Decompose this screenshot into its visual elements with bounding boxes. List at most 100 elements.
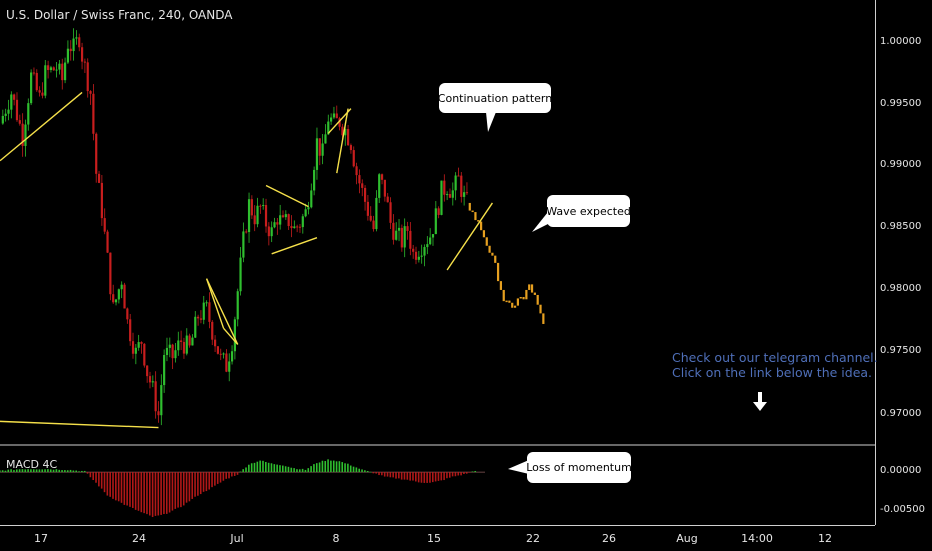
candle-body	[242, 231, 245, 258]
projected-candle	[533, 292, 536, 295]
candle-body	[296, 226, 299, 228]
candle-body	[63, 62, 67, 81]
candle-body	[202, 302, 205, 320]
macd-histogram-bar	[451, 472, 454, 477]
macd-histogram-bar	[327, 459, 329, 473]
momentum-callout-tail	[508, 460, 529, 474]
candle-body	[165, 347, 169, 356]
macd-histogram-bar	[41, 469, 44, 473]
pattern-trendline	[0, 420, 159, 429]
candle-body	[383, 179, 386, 197]
candle-body	[72, 38, 75, 52]
candle-body	[222, 353, 225, 355]
wave-expected-callout[interactable]: Wave expected	[546, 195, 631, 227]
candle-body	[245, 231, 248, 233]
candle-body	[58, 63, 61, 70]
macd-histogram-bar	[100, 472, 103, 489]
loss-of-momentum-callout[interactable]: Loss of momentum	[526, 452, 632, 483]
telegram-note-line-2: Click on the link below the idea.	[672, 365, 873, 380]
macd-histogram-bar	[259, 460, 261, 473]
macd-histogram-bar	[205, 472, 208, 492]
time-tick-label: Aug	[676, 532, 698, 545]
candle-body	[38, 90, 41, 93]
macd-histogram-bar	[392, 472, 394, 478]
macd-histogram-bar	[47, 469, 49, 473]
macd-histogram-bar	[369, 471, 372, 473]
macd-indicator-title[interactable]: MACD 4C	[6, 458, 58, 471]
macd-histogram-bar	[27, 469, 29, 473]
candle-body	[446, 194, 449, 196]
price-axis[interactable]	[875, 0, 932, 525]
candle-body	[137, 342, 140, 348]
candle-body	[18, 120, 21, 124]
macd-histogram-bar	[267, 462, 270, 473]
projected-candle	[477, 220, 480, 222]
candle-body	[15, 99, 19, 121]
candle-body	[454, 175, 457, 191]
candle-body	[290, 226, 293, 229]
macd-histogram-bar	[58, 469, 61, 473]
telegram-note[interactable]: Check out our telegram channel. Click on…	[672, 350, 878, 380]
continuation-pattern-text: Continuation pattern	[437, 91, 553, 105]
candle-body	[4, 113, 7, 116]
candle-body	[188, 335, 191, 346]
macd-histogram-bar	[18, 469, 21, 473]
projected-candle	[525, 289, 528, 300]
macd-histogram-bar	[0, 470, 1, 473]
candle-body	[44, 65, 47, 96]
macd-histogram-bar	[123, 472, 126, 505]
macd-histogram-bar	[92, 472, 94, 481]
macd-histogram-bar	[349, 465, 352, 473]
continuation-pattern-callout[interactable]: Continuation pattern	[437, 83, 553, 113]
price-tick-label: 0.97000	[880, 408, 922, 419]
macd-histogram-bar	[471, 471, 474, 473]
candle-body	[262, 205, 265, 207]
macd-histogram-bar	[129, 472, 131, 507]
candle-body	[154, 381, 157, 412]
candle-body	[106, 231, 109, 253]
macd-histogram-bar	[86, 472, 89, 474]
macd-histogram-bar	[117, 472, 120, 502]
macd-histogram-bar	[185, 472, 188, 503]
macd-histogram-bar	[375, 472, 377, 474]
pattern-trendline	[205, 278, 225, 329]
macd-histogram-bar	[341, 462, 344, 473]
macd-histogram-bar	[400, 472, 403, 480]
candle-body	[256, 205, 259, 225]
candle-body	[177, 340, 180, 351]
macd-histogram-bar	[13, 470, 15, 473]
candle-body	[112, 294, 115, 303]
candle-body	[423, 247, 426, 256]
macd-histogram-bar	[355, 467, 358, 473]
candle-body	[168, 344, 171, 348]
time-tick-label: 14:00	[741, 532, 773, 545]
candle-body	[318, 138, 321, 156]
candle-body	[363, 187, 367, 202]
candle-body	[298, 226, 302, 228]
macd-histogram-bar	[98, 472, 100, 487]
candle-body	[352, 150, 355, 167]
candle-body	[174, 350, 177, 359]
projected-candle	[468, 202, 471, 211]
candle-body	[287, 214, 290, 227]
macd-histogram-bar	[344, 463, 346, 473]
candle-body	[406, 226, 409, 231]
macd-histogram-bar	[109, 472, 111, 497]
candle-body	[270, 227, 273, 237]
candle-body	[420, 255, 423, 257]
macd-histogram-bar	[415, 472, 417, 482]
macd-histogram-bar	[429, 472, 431, 483]
time-axis[interactable]	[0, 525, 875, 551]
macd-histogram-bar	[4, 470, 7, 473]
macd-histogram-bar	[157, 472, 160, 516]
candle-body	[465, 192, 469, 194]
macd-histogram-bar	[52, 469, 55, 473]
macd-histogram-bar	[245, 467, 247, 473]
projected-candle	[530, 284, 534, 293]
macd-histogram-bar	[7, 469, 10, 473]
macd-histogram-bar	[21, 469, 24, 473]
macd-histogram-bar	[398, 472, 400, 479]
candle-body	[330, 117, 333, 122]
macd-histogram-bar	[115, 472, 117, 501]
